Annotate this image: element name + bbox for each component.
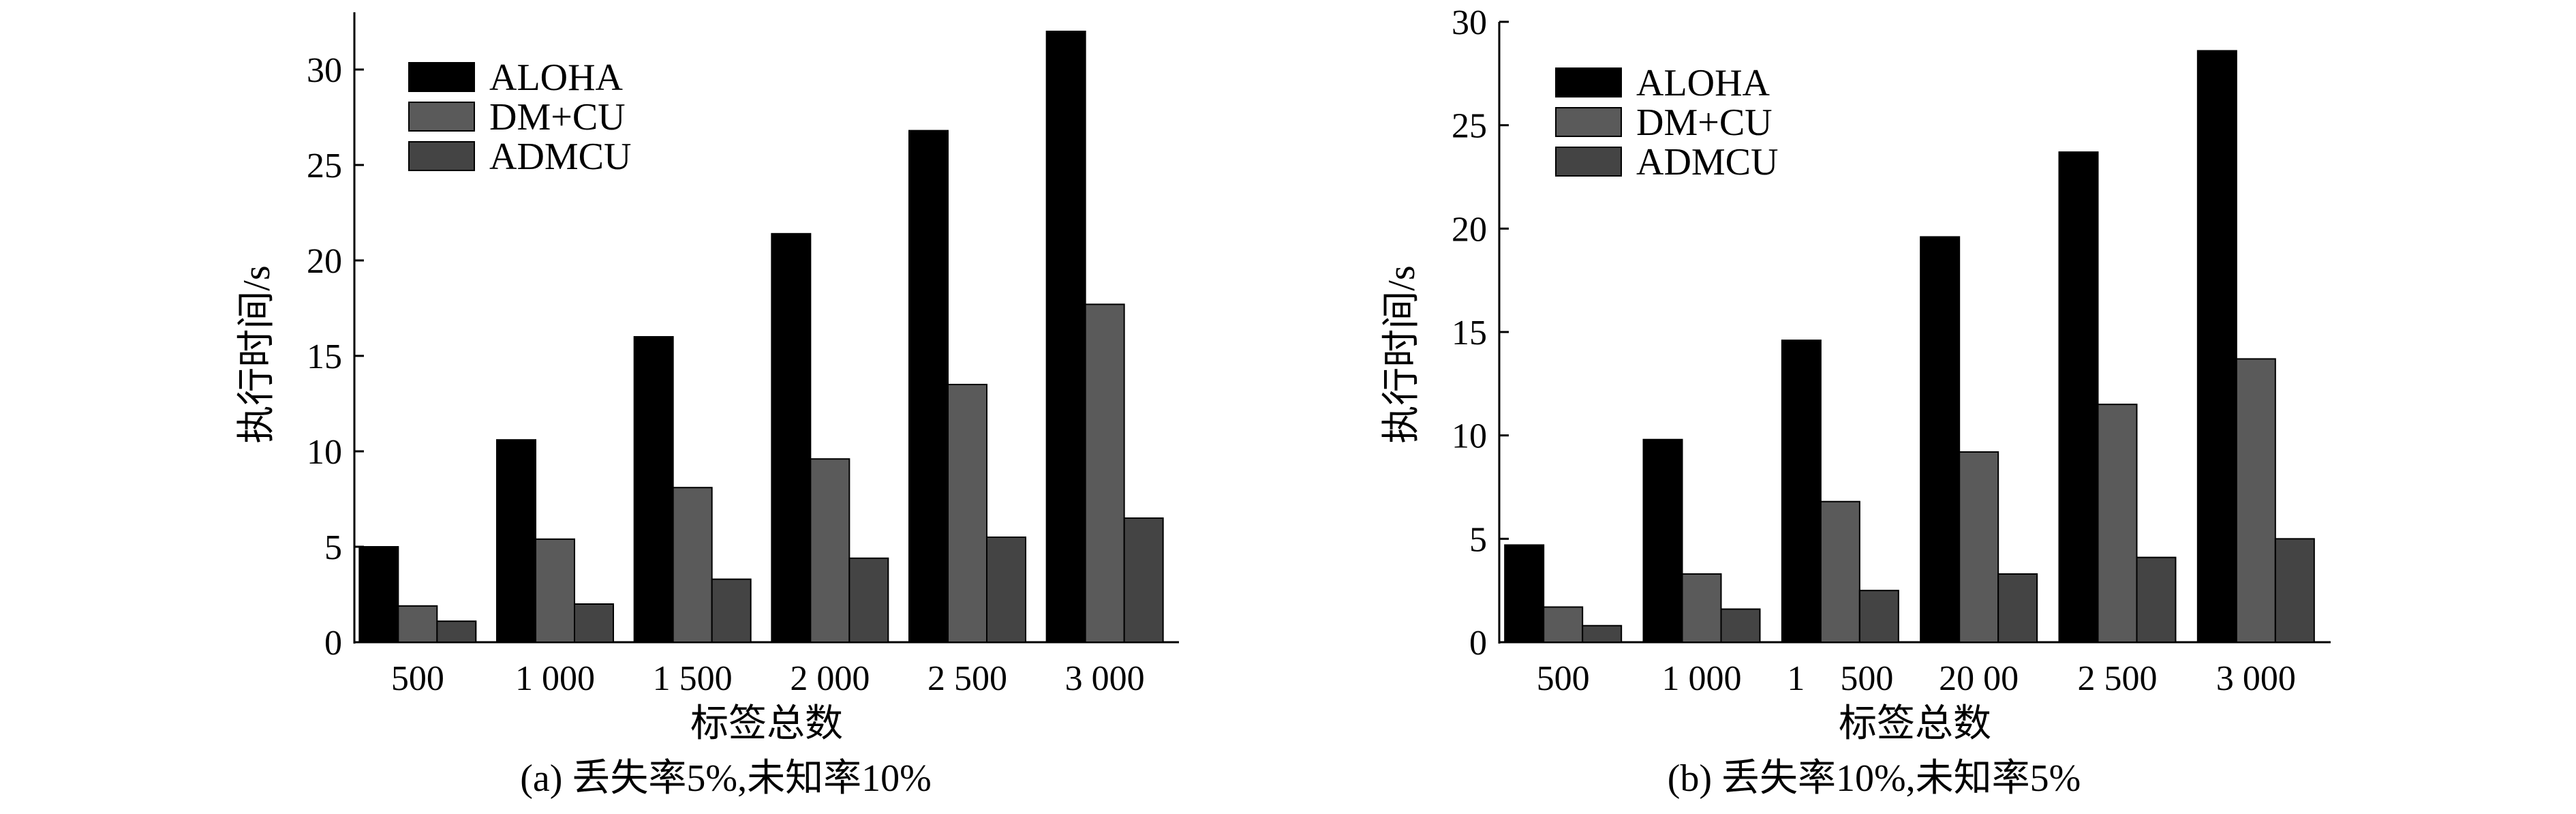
chart-a-bar-aloha-2 [633, 336, 674, 643]
chart-a-x-tick-label: 500 [391, 659, 444, 698]
chart-b-x-tick-label: 20 00 [1939, 659, 2019, 698]
chart-b-caption: (b) 丢失率10%,未知率5% [1668, 757, 2081, 800]
chart-b-x-tick-label: 2 500 [2078, 659, 2158, 698]
chart-b-bar-admcu-1 [1720, 608, 1761, 644]
chart-a-x-tick-label: 2 500 [927, 659, 1007, 698]
chart-a-x-tick-label: 3 000 [1065, 659, 1145, 698]
chart-a-bar-dm-cu-1 [535, 538, 575, 643]
chart-a-bar-admcu-2 [711, 578, 752, 643]
chart-b-bar-admcu-5 [2274, 538, 2315, 643]
chart-a-bar-admcu-0 [436, 620, 477, 644]
chart-b-bar-dm-cu-3 [1959, 451, 1999, 644]
chart-a-bar-dm-cu-2 [672, 487, 713, 644]
chart-b-bar-admcu-2 [1858, 590, 1899, 644]
chart-a-x-axis-title: 标签总数 [690, 703, 843, 745]
chart-b-x-axis-title: 标签总数 [1839, 703, 1991, 745]
chart-b-legend-swatch [1555, 147, 1622, 177]
chart-b-bar-dm-cu-1 [1681, 573, 1722, 644]
chart-a-x-tick-label: 2 000 [790, 659, 870, 698]
chart-b-y-tick-label: 5 [1469, 520, 1487, 559]
chart-a-x-tick-label: 1 000 [515, 659, 595, 698]
chart-b-bar-aloha-0 [1504, 544, 1545, 644]
chart-b-y-tick-label: 10 [1452, 417, 1487, 456]
chart-b-bar-aloha-3 [1920, 236, 1961, 643]
chart-b-y-axis-title: 执行时间/s [1381, 265, 1423, 443]
chart-a-bar-aloha-1 [496, 439, 536, 643]
chart-a-y-tick-label: 15 [307, 337, 342, 376]
chart-a-legend-label: DM+CU [489, 96, 626, 138]
chart-b-x-tick-label: 3 000 [2216, 659, 2296, 698]
chart-b-y-tick-label: 20 [1452, 210, 1487, 249]
chart-a-bar-dm-cu-3 [810, 458, 850, 643]
chart-b-bar-dm-cu-0 [1543, 606, 1584, 644]
chart-a-y-tick-label: 10 [307, 433, 342, 472]
chart-a-legend-label: ADMCU [489, 136, 631, 178]
chart-a-bar-dm-cu-5 [1084, 303, 1125, 643]
chart-b-bar-aloha-2 [1781, 340, 1822, 643]
chart-a-bar-aloha-4 [908, 130, 949, 644]
chart-a-caption: (a) 丢失率5%,未知率10% [520, 757, 931, 800]
chart-a-bar-dm-cu-4 [947, 384, 987, 643]
chart-b-y-tick-label: 25 [1452, 107, 1487, 146]
chart-b-bar-dm-cu-2 [1820, 500, 1860, 643]
chart-a-bar-admcu-3 [848, 557, 889, 643]
chart-b-x-tick-label: 500 [1537, 659, 1590, 698]
chart-b-y-tick-label: 15 [1452, 314, 1487, 352]
chart-b-legend-label: ADMCU [1636, 141, 1778, 183]
chart-a-bar-aloha-0 [358, 546, 399, 643]
chart-a-y-tick-label: 30 [307, 51, 342, 90]
chart-b-legend-swatch [1555, 107, 1622, 137]
chart-b-x-tick-label: 1 000 [1662, 659, 1742, 698]
chart-b-x-tick-label: 1 500 [1787, 659, 1893, 698]
chart-b-bar-dm-cu-4 [2097, 404, 2138, 644]
chart-a-y-tick-label: 0 [324, 624, 342, 663]
chart-b-bar-dm-cu-5 [2235, 358, 2276, 644]
chart-a-y-tick-label: 20 [307, 242, 342, 281]
chart-a-bar-aloha-3 [771, 232, 812, 643]
chart-b-legend-label: DM+CU [1636, 102, 1773, 144]
chart-a-bar-aloha-5 [1045, 31, 1086, 643]
chart-a-bar-admcu-5 [1123, 517, 1164, 643]
chart-a-legend-swatch [408, 102, 475, 132]
chart-b-bar-aloha-1 [1642, 438, 1683, 643]
chart-a-legend-swatch [408, 141, 475, 171]
chart-a-y-tick-label: 5 [324, 528, 342, 567]
chart-a-y-tick-label: 25 [307, 147, 342, 185]
chart-b-bar-admcu-0 [1582, 624, 1623, 644]
chart-a-bar-admcu-1 [574, 603, 614, 643]
chart-b-y-tick-label: 0 [1469, 624, 1487, 663]
chart-b-legend-swatch [1555, 67, 1622, 97]
chart-b-bar-admcu-3 [1997, 573, 2038, 644]
chart-b-bar-admcu-4 [2136, 556, 2177, 644]
chart-b-y-tick-label: 30 [1452, 3, 1487, 42]
chart-b-legend-label: ALOHA [1636, 62, 1770, 104]
chart-a-bar-admcu-4 [986, 537, 1026, 643]
chart-b-bar-aloha-4 [2058, 151, 2099, 644]
chart-a-legend-swatch [408, 62, 475, 92]
chart-a-bar-dm-cu-0 [397, 605, 438, 643]
chart-a-legend-label: ALOHA [489, 57, 624, 99]
chart-a-x-tick-label: 1 500 [653, 659, 733, 698]
chart-b-bar-aloha-5 [2196, 50, 2237, 643]
chart-a-y-axis-title: 执行时间/s [236, 265, 278, 443]
